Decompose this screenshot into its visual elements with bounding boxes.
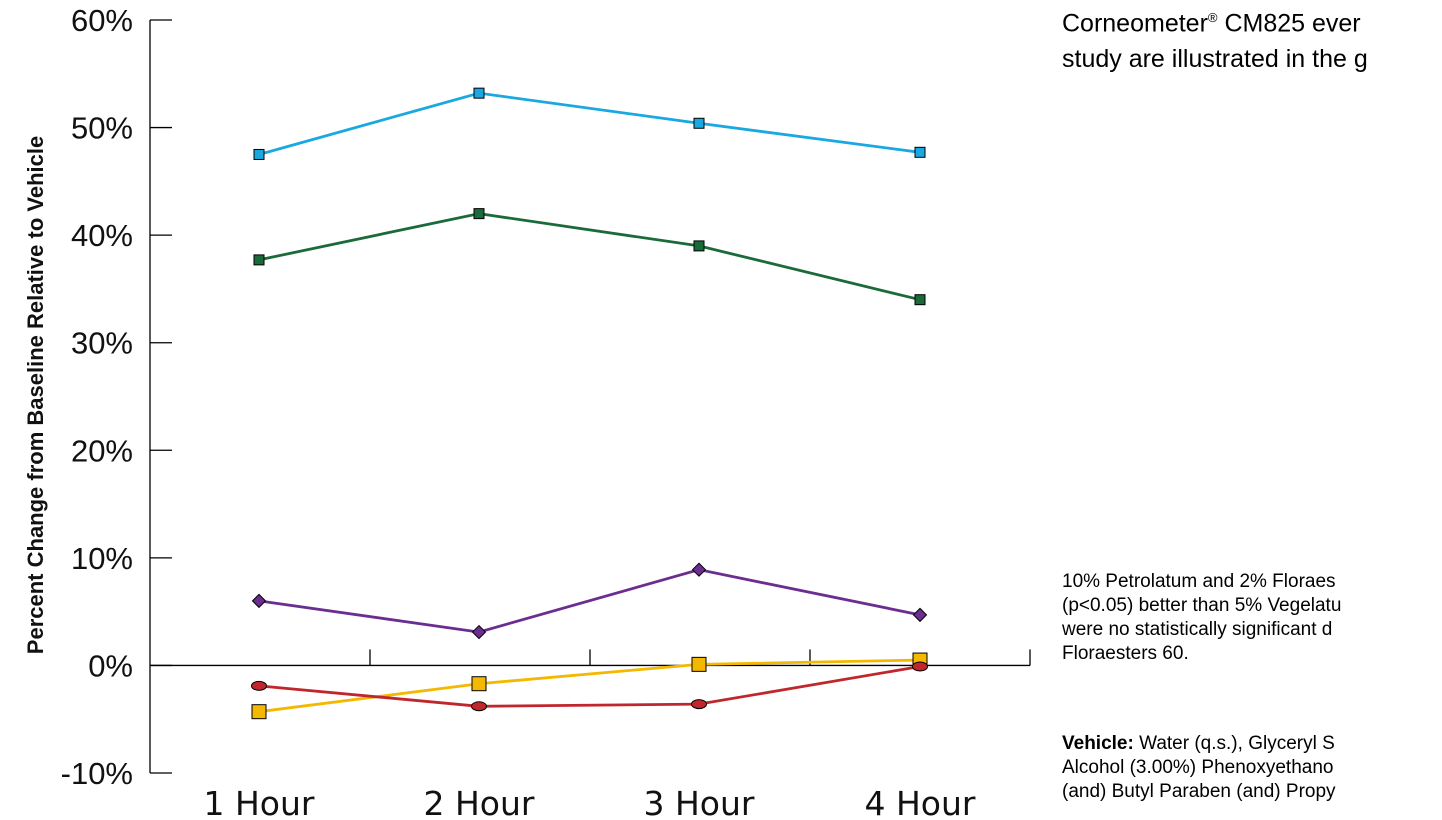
data-point [473,208,485,220]
data-point [473,87,485,99]
y-tick-label: 60% [71,3,133,38]
vehicle-label: Vehicle: [1062,733,1134,754]
data-point [251,593,267,609]
note-line4: Floraesters 60. [1062,643,1189,664]
data-point [691,656,707,672]
series-line [258,212,921,302]
y-tick-label: 40% [71,218,133,253]
y-axis-label: Percent Change from Baseline Relative to… [23,136,48,654]
data-point [912,607,928,623]
data-point [691,562,707,577]
data-point [693,117,705,129]
x-tick-label: 3 Hour [644,784,755,820]
significance-note: 10% Petrolatum and 2% Floraes (p<0.05) b… [1062,570,1442,666]
x-tick-label: 1 Hour [204,784,315,820]
data-point [914,146,926,158]
x-tick-label: 4 Hour [865,784,976,820]
data-point [693,240,705,252]
axes: 60% 50% 40% 30% 20% 10% 0% -10% 1 Hour 2 Hour 3 Ho… [61,3,1031,820]
data-point [251,704,267,720]
registered-mark: ® [1207,10,1218,25]
vehicle-line3: (and) Butyl Paraben (and) Propy [1062,781,1336,802]
series-line [258,665,921,708]
series-layer [251,87,928,720]
y-tick-label: 50% [71,111,133,146]
y-tick-label: 10% [71,541,133,576]
series-line [258,568,921,634]
series-4 [251,661,928,712]
series-3 [251,652,928,720]
note-line1: 10% Petrolatum and 2% Floraes [1062,571,1336,592]
note-line3: were no statistically significant d [1062,619,1333,640]
data-point [471,701,487,712]
note-line2: (p<0.05) better than 5% Vegelatu [1062,595,1342,616]
vehicle-note: Vehicle: Water (q.s.), Glyceryl S Alcoho… [1062,732,1442,804]
intro-text: Corneometer® CM825 ever study are illust… [1062,0,1442,77]
y-tick-label: 20% [71,433,133,468]
data-point [253,254,265,266]
series-2 [251,562,928,640]
series-0 [253,87,926,160]
intro-line1-b: CM825 ever [1217,9,1361,38]
data-point [912,661,928,672]
series-1 [253,208,926,306]
series-line [258,658,921,714]
y-tick-label: 0% [88,648,133,683]
y-tick-label: -10% [61,756,133,791]
vehicle-line1: Water (q.s.), Glyceryl S [1133,733,1335,754]
intro-line2: study are illustrated in the g [1062,45,1368,74]
series-line [258,91,921,156]
data-point [471,624,487,640]
data-point [914,294,926,306]
data-point [691,699,707,710]
data-point [471,676,487,692]
line-chart: Percent Change from Baseline Relative to… [23,3,1031,820]
intro-line1-a: Corneometer [1062,9,1208,38]
x-tick-label: 2 Hour [424,784,535,820]
data-point [251,680,267,691]
data-point [253,148,265,160]
y-tick-label: 30% [71,326,133,361]
vehicle-line2: Alcohol (3.00%) Phenoxyethano [1062,757,1334,778]
